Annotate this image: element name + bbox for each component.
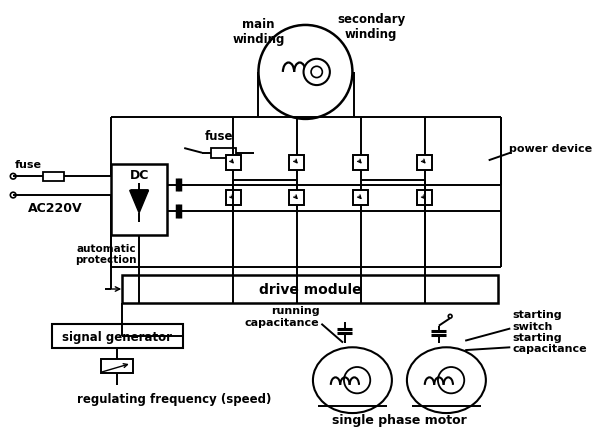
Circle shape	[10, 193, 16, 198]
Text: main
winding: main winding	[232, 18, 285, 46]
Ellipse shape	[438, 367, 464, 393]
Polygon shape	[130, 191, 148, 213]
Ellipse shape	[344, 367, 370, 393]
Text: fuse: fuse	[205, 130, 233, 143]
Bar	[417, 155, 432, 170]
Bar	[353, 155, 368, 170]
Ellipse shape	[407, 347, 486, 413]
Text: signal generator: signal generator	[63, 330, 172, 343]
Text: starting
capacitance: starting capacitance	[512, 332, 587, 353]
Bar	[417, 191, 432, 206]
Text: power device: power device	[510, 144, 593, 154]
Circle shape	[311, 67, 322, 78]
Text: fuse: fuse	[14, 160, 41, 170]
Circle shape	[304, 60, 330, 86]
Bar	[102, 360, 133, 373]
Text: running
capacitance: running capacitance	[245, 306, 320, 327]
Bar	[290, 191, 305, 206]
Bar	[212, 149, 236, 159]
Text: starting
switch: starting switch	[512, 310, 562, 331]
Text: secondary
winding: secondary winding	[337, 13, 405, 41]
Text: regulating frequency (speed): regulating frequency (speed)	[77, 392, 271, 406]
Circle shape	[448, 314, 452, 318]
Text: DC: DC	[129, 169, 149, 181]
Text: AC220V: AC220V	[28, 201, 83, 214]
Bar	[52, 324, 183, 348]
Ellipse shape	[313, 347, 392, 413]
Bar	[111, 165, 167, 235]
Circle shape	[258, 26, 352, 120]
Bar	[122, 276, 498, 304]
Bar	[225, 155, 240, 170]
Bar	[43, 172, 64, 181]
Bar	[290, 155, 305, 170]
Bar	[225, 191, 240, 206]
Text: single phase motor: single phase motor	[332, 413, 467, 426]
Text: automatic
protection: automatic protection	[76, 243, 137, 265]
Text: drive module: drive module	[259, 283, 361, 297]
Circle shape	[10, 174, 16, 180]
Bar	[353, 191, 368, 206]
